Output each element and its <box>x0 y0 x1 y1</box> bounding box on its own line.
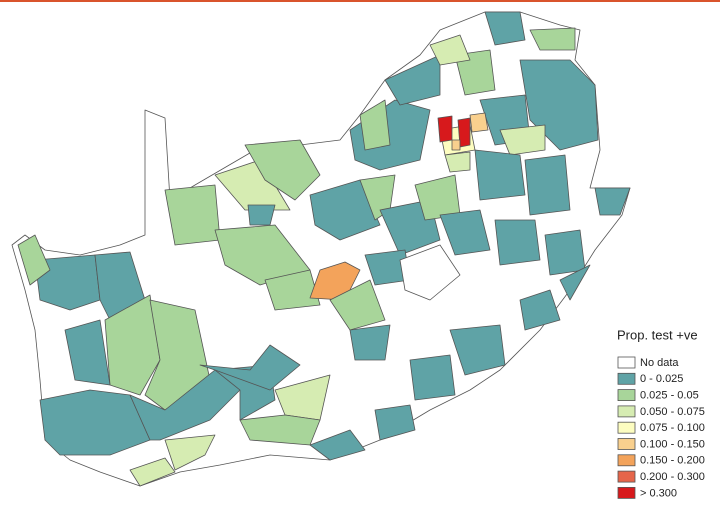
district <box>484 11 526 46</box>
district <box>519 289 561 331</box>
legend-swatch <box>617 356 636 369</box>
district <box>129 369 241 441</box>
legend-swatch <box>617 438 636 450</box>
legend-swatch <box>617 405 636 418</box>
district <box>374 404 416 441</box>
district <box>494 219 541 266</box>
district <box>104 294 161 396</box>
district <box>39 389 151 456</box>
district <box>474 149 526 201</box>
district <box>594 187 631 216</box>
district <box>359 99 391 151</box>
district <box>264 269 321 311</box>
district <box>559 264 591 301</box>
legend-swatch <box>617 372 636 385</box>
legend-swatch <box>617 454 636 467</box>
district <box>17 234 51 286</box>
district <box>64 319 111 386</box>
district <box>239 414 321 446</box>
district <box>529 27 576 51</box>
district <box>454 49 496 96</box>
district <box>309 429 366 461</box>
legend-label: > 0.300 <box>640 487 677 499</box>
legend: No data 0 - 0.025 0.025 - 0.05 0.050 - 0.07… <box>617 356 705 499</box>
district <box>214 159 291 211</box>
district <box>309 179 381 241</box>
district <box>409 354 456 401</box>
district <box>451 139 461 151</box>
districts <box>17 11 631 487</box>
district <box>444 151 471 173</box>
district <box>164 184 221 246</box>
district <box>34 254 101 311</box>
legend-label: 0.050 - 0.075 <box>640 406 705 418</box>
district <box>129 457 176 487</box>
district <box>469 112 489 133</box>
district <box>499 124 546 156</box>
legend-swatch <box>617 421 636 434</box>
district <box>247 204 276 226</box>
legend-label: 0 - 0.025 <box>640 373 683 385</box>
legend-swatch <box>617 470 636 483</box>
district <box>309 261 361 301</box>
legend-title: Prop. test +ve <box>617 327 698 342</box>
top-border <box>0 0 720 2</box>
legend-label: 0.200 - 0.300 <box>640 471 705 483</box>
district <box>439 209 491 256</box>
legend-swatch <box>617 389 636 402</box>
district <box>544 229 586 276</box>
legend-swatch <box>617 486 636 499</box>
legend-label: No data <box>640 357 679 369</box>
district <box>457 117 471 148</box>
legend-label: 0.025 - 0.05 <box>640 390 699 402</box>
district <box>349 324 391 361</box>
district <box>399 244 461 301</box>
legend-label: 0.075 - 0.100 <box>640 422 705 434</box>
district <box>244 139 321 201</box>
district <box>524 154 571 216</box>
district <box>437 115 453 143</box>
district <box>429 34 471 66</box>
district <box>384 54 441 106</box>
district <box>199 344 301 391</box>
legend-label: 0.150 - 0.200 <box>640 455 705 467</box>
district <box>329 279 386 331</box>
district <box>349 99 431 171</box>
district <box>164 434 216 471</box>
district <box>449 324 506 376</box>
legend-label: 0.100 - 0.150 <box>640 438 705 450</box>
